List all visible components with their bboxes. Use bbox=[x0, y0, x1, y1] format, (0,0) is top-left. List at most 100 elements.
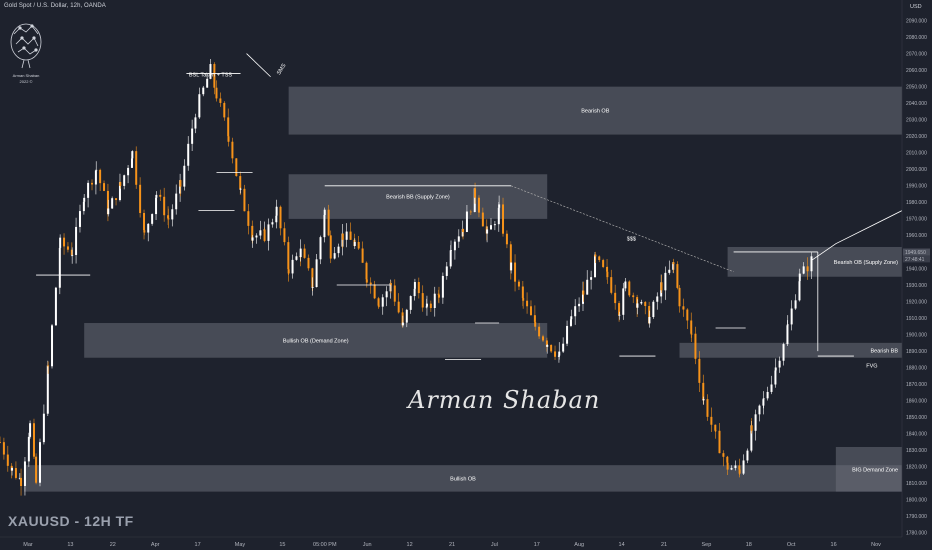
candle-body bbox=[682, 306, 685, 310]
candle-body bbox=[303, 248, 306, 258]
candle-body bbox=[706, 399, 709, 417]
candle-body bbox=[606, 271, 609, 278]
candle-body bbox=[175, 193, 178, 210]
candle-body bbox=[319, 237, 322, 260]
candle-body bbox=[283, 228, 286, 243]
candle-body bbox=[71, 254, 74, 256]
candle-body bbox=[167, 215, 170, 219]
candle-body bbox=[206, 78, 209, 88]
candle-body bbox=[678, 287, 681, 307]
candle-body bbox=[215, 87, 218, 99]
candle-body bbox=[798, 273, 801, 282]
candle-body bbox=[163, 196, 166, 216]
candle-body bbox=[656, 296, 659, 302]
candle-body bbox=[574, 306, 577, 317]
price-tick-label: 1890.000 bbox=[906, 349, 927, 355]
price-tick-label: 2070.000 bbox=[906, 51, 927, 57]
candle-body bbox=[333, 253, 336, 259]
candle-body bbox=[115, 198, 118, 201]
candle-body bbox=[389, 283, 392, 292]
candle-body bbox=[381, 297, 384, 307]
candle-body bbox=[730, 468, 733, 470]
candle-body bbox=[578, 303, 581, 307]
candle-body bbox=[758, 405, 761, 415]
brand-logo: Arman Shaban 2022 © bbox=[6, 16, 46, 88]
price-tick-label: 1860.000 bbox=[906, 399, 927, 405]
candle-body bbox=[542, 336, 545, 341]
candle-body bbox=[474, 188, 477, 198]
time-tick-label: 12 bbox=[407, 542, 413, 548]
candle-body bbox=[409, 296, 412, 310]
candle-body bbox=[99, 169, 102, 184]
candle-body bbox=[130, 158, 133, 168]
candle-body bbox=[750, 425, 753, 431]
candle-body bbox=[558, 351, 561, 356]
candle-body bbox=[469, 211, 472, 213]
author-signature: Arman Shaban bbox=[408, 386, 601, 414]
candle-body bbox=[493, 224, 496, 226]
candle-body bbox=[119, 182, 122, 186]
candle-body bbox=[762, 399, 765, 406]
time-axis[interactable]: Mar 13 22 Apr 17 May 15 05:00 PM Jun 12 21 Jul 17 Aug… bbox=[0, 536, 902, 548]
candle-body bbox=[636, 297, 639, 308]
price-tick-label: 1880.000 bbox=[906, 365, 927, 371]
current-price-tag: 27:48:41 bbox=[905, 257, 925, 263]
candle-body bbox=[489, 225, 492, 230]
time-tick-label: 17 bbox=[195, 542, 201, 548]
annotation-lines-layer bbox=[36, 53, 932, 360]
candle-body bbox=[213, 64, 216, 88]
price-tick-label: 1810.000 bbox=[906, 481, 927, 487]
price-tick-label: 1780.000 bbox=[906, 531, 927, 537]
price-tick-label: 1790.000 bbox=[906, 514, 927, 520]
candle-body bbox=[570, 316, 573, 320]
candle-body bbox=[275, 215, 278, 223]
symbol-timeframe-label: XAUUSD - 12H TF bbox=[8, 513, 134, 529]
candle-body bbox=[514, 262, 517, 282]
price-tick-label: 1960.000 bbox=[906, 233, 927, 239]
candle-body bbox=[486, 229, 489, 234]
price-tick-label: 1980.000 bbox=[906, 200, 927, 206]
candle-body bbox=[51, 325, 54, 367]
candle-body bbox=[522, 298, 525, 301]
price-tick-label: 1900.000 bbox=[906, 332, 927, 338]
price-tick-label: 1910.000 bbox=[906, 316, 927, 322]
zone-label: Bearish BB (Supply Zone) bbox=[386, 195, 450, 201]
candle-body bbox=[786, 324, 789, 326]
candle-body bbox=[606, 266, 609, 272]
candle-body bbox=[632, 295, 635, 298]
candle-body bbox=[91, 182, 94, 185]
candle-body bbox=[413, 288, 416, 297]
candle-body bbox=[770, 384, 773, 392]
candle-body bbox=[738, 469, 741, 474]
candle-body bbox=[349, 231, 352, 240]
candle-body bbox=[640, 301, 643, 304]
candle-body bbox=[798, 281, 801, 301]
candle-body bbox=[750, 425, 753, 451]
price-tick-label: 2010.000 bbox=[906, 151, 927, 157]
candle-body bbox=[287, 242, 290, 270]
candle-body bbox=[742, 460, 745, 474]
candle-body bbox=[461, 228, 464, 237]
price-tick-label: 2000.000 bbox=[906, 167, 927, 173]
candle-body bbox=[373, 284, 376, 299]
candle-body bbox=[139, 184, 142, 213]
candle-body bbox=[517, 281, 520, 287]
candle-body bbox=[123, 175, 126, 186]
candle-body bbox=[686, 309, 689, 321]
candle-body bbox=[365, 262, 368, 280]
price-tick-label: 1970.000 bbox=[906, 217, 927, 223]
price-axis[interactable]: 1780.000 1790.000 1800.000 1810.000 1820.000… bbox=[901, 0, 932, 550]
candle-body bbox=[267, 224, 270, 241]
candle-body bbox=[636, 303, 639, 308]
candle-body bbox=[710, 416, 713, 425]
candle-body bbox=[664, 272, 667, 291]
candle-body bbox=[78, 211, 81, 227]
candle-body bbox=[287, 269, 290, 274]
candle-body bbox=[291, 259, 294, 274]
candle-body bbox=[341, 233, 344, 247]
candle-body bbox=[445, 266, 448, 276]
candle-body bbox=[614, 292, 617, 304]
candle-body bbox=[307, 257, 310, 269]
candle-body bbox=[32, 423, 35, 457]
